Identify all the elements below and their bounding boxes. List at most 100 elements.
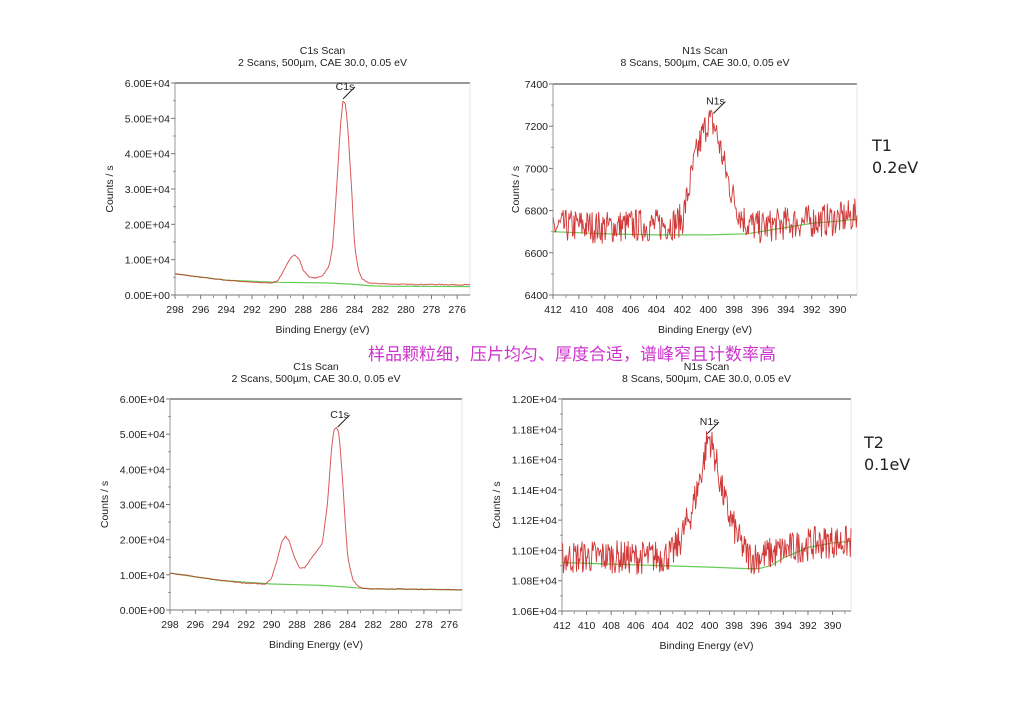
chart-subtitle: 2 Scans, 500µm, CAE 30.0, 0.05 eV (231, 373, 401, 385)
svg-text:278: 278 (415, 619, 433, 631)
chart-subtitle: 8 Scans, 500µm, CAE 30.0, 0.05 eV (620, 57, 790, 69)
svg-text:412: 412 (553, 620, 571, 632)
svg-text:408: 408 (602, 620, 620, 632)
svg-text:1.00E+04: 1.00E+04 (125, 255, 170, 267)
svg-text:292: 292 (237, 619, 255, 631)
svg-text:Binding Energy (eV): Binding Energy (eV) (660, 640, 754, 652)
svg-text:5.00E+04: 5.00E+04 (120, 429, 165, 441)
svg-text:6400: 6400 (525, 290, 549, 302)
svg-text:3.00E+04: 3.00E+04 (125, 184, 170, 196)
svg-text:1.06E+04: 1.06E+04 (512, 606, 557, 618)
svg-text:278: 278 (423, 304, 441, 316)
sample-id: T1 (872, 136, 892, 155)
svg-text:4.00E+04: 4.00E+04 (125, 149, 170, 161)
svg-text:4.00E+04: 4.00E+04 (120, 464, 165, 476)
svg-text:410: 410 (578, 620, 596, 632)
svg-text:390: 390 (824, 620, 842, 632)
svg-text:398: 398 (725, 304, 743, 316)
svg-text:N1s: N1s (706, 96, 725, 108)
svg-text:6.00E+04: 6.00E+04 (125, 78, 170, 90)
svg-text:282: 282 (364, 619, 382, 631)
svg-text:Counts / s: Counts / s (510, 166, 522, 213)
svg-text:276: 276 (448, 304, 466, 316)
svg-text:404: 404 (652, 620, 670, 632)
svg-text:1.20E+04: 1.20E+04 (512, 394, 557, 406)
chart-title: N1s Scan 8 Scans, 500µm, CAE 30.0, 0.05 … (553, 45, 857, 69)
svg-text:296: 296 (187, 619, 205, 631)
svg-text:392: 392 (803, 304, 821, 316)
svg-text:Binding Energy (eV): Binding Energy (eV) (658, 324, 752, 336)
svg-text:7000: 7000 (525, 163, 549, 175)
sample-id: T2 (864, 433, 884, 452)
sample-label-t1: T1 0.2eV (872, 135, 918, 179)
sample-label-t2: T2 0.1eV (864, 432, 910, 476)
svg-text:1.08E+04: 1.08E+04 (512, 576, 557, 588)
svg-text:404: 404 (648, 304, 666, 316)
chart-t1-n1s: N1s Scan 8 Scans, 500µm, CAE 30.0, 0.05 … (0, 0, 1024, 345)
chart-title-text: N1s Scan (683, 361, 730, 373)
svg-text:1.14E+04: 1.14E+04 (512, 485, 557, 497)
chart-title-text: N1s Scan (682, 45, 728, 57)
chart-title: C1s Scan 2 Scans, 500µm, CAE 30.0, 0.05 … (175, 45, 470, 69)
svg-text:396: 396 (751, 304, 769, 316)
chart-t2-c1s: C1s Scan 2 Scans, 500µm, CAE 30.0, 0.05 … (170, 361, 462, 385)
sample-step: 0.2eV (872, 158, 919, 177)
chart-title-text: C1s Scan (293, 361, 339, 373)
svg-text:288: 288 (288, 619, 306, 631)
svg-text:286: 286 (314, 619, 332, 631)
svg-text:390: 390 (829, 304, 847, 316)
svg-text:288: 288 (294, 304, 312, 316)
svg-text:0.00E+00: 0.00E+00 (125, 290, 170, 302)
svg-text:392: 392 (799, 620, 817, 632)
svg-text:400: 400 (699, 304, 717, 316)
svg-text:402: 402 (674, 304, 692, 316)
svg-text:1.16E+04: 1.16E+04 (512, 455, 557, 467)
svg-text:7200: 7200 (525, 121, 549, 133)
svg-text:406: 406 (627, 620, 645, 632)
chart-t1-c1s: C1s Scan 2 Scans, 500µm, CAE 30.0, 0.05 … (0, 0, 512, 345)
svg-text:282: 282 (371, 304, 389, 316)
chart-title: C1s Scan 2 Scans, 500µm, CAE 30.0, 0.05 … (170, 361, 462, 385)
sample-step: 0.1eV (864, 455, 911, 474)
svg-text:398: 398 (725, 620, 743, 632)
svg-text:Counts / s: Counts / s (99, 481, 111, 528)
svg-text:Counts / s: Counts / s (491, 481, 503, 528)
svg-text:406: 406 (622, 304, 640, 316)
svg-text:2.00E+04: 2.00E+04 (120, 535, 165, 547)
svg-text:280: 280 (397, 304, 415, 316)
svg-text:7400: 7400 (525, 79, 549, 91)
svg-text:0.00E+00: 0.00E+00 (120, 605, 165, 617)
svg-text:C1s: C1s (330, 409, 349, 421)
svg-text:402: 402 (676, 620, 694, 632)
svg-text:290: 290 (263, 619, 281, 631)
svg-text:5.00E+04: 5.00E+04 (125, 113, 170, 125)
svg-text:280: 280 (390, 619, 408, 631)
svg-text:408: 408 (596, 304, 614, 316)
svg-text:Binding Energy (eV): Binding Energy (eV) (276, 324, 370, 336)
svg-text:412: 412 (544, 304, 562, 316)
chart-subtitle: 8 Scans, 500µm, CAE 30.0, 0.05 eV (622, 373, 791, 385)
svg-text:Counts / s: Counts / s (104, 165, 116, 212)
svg-text:400: 400 (701, 620, 719, 632)
svg-text:394: 394 (777, 304, 795, 316)
svg-text:6.00E+04: 6.00E+04 (120, 394, 165, 406)
svg-text:6800: 6800 (525, 206, 549, 218)
svg-text:396: 396 (750, 620, 768, 632)
svg-text:1.18E+04: 1.18E+04 (512, 424, 557, 436)
svg-text:298: 298 (161, 619, 179, 631)
svg-text:2.00E+04: 2.00E+04 (125, 219, 170, 231)
svg-text:1.00E+04: 1.00E+04 (120, 570, 165, 582)
svg-text:284: 284 (339, 619, 357, 631)
svg-text:3.00E+04: 3.00E+04 (120, 500, 165, 512)
svg-text:294: 294 (218, 304, 236, 316)
svg-text:C1s: C1s (336, 81, 355, 93)
svg-text:286: 286 (320, 304, 338, 316)
chart-subtitle: 2 Scans, 500µm, CAE 30.0, 0.05 eV (238, 57, 407, 69)
svg-text:394: 394 (775, 620, 793, 632)
svg-text:296: 296 (192, 304, 210, 316)
caption-text: 样品颗粒细，压片均匀、厚度合适，谱峰窄且计数率高 (368, 345, 776, 365)
svg-text:1.12E+04: 1.12E+04 (512, 515, 557, 527)
svg-text:1.10E+04: 1.10E+04 (512, 545, 557, 557)
